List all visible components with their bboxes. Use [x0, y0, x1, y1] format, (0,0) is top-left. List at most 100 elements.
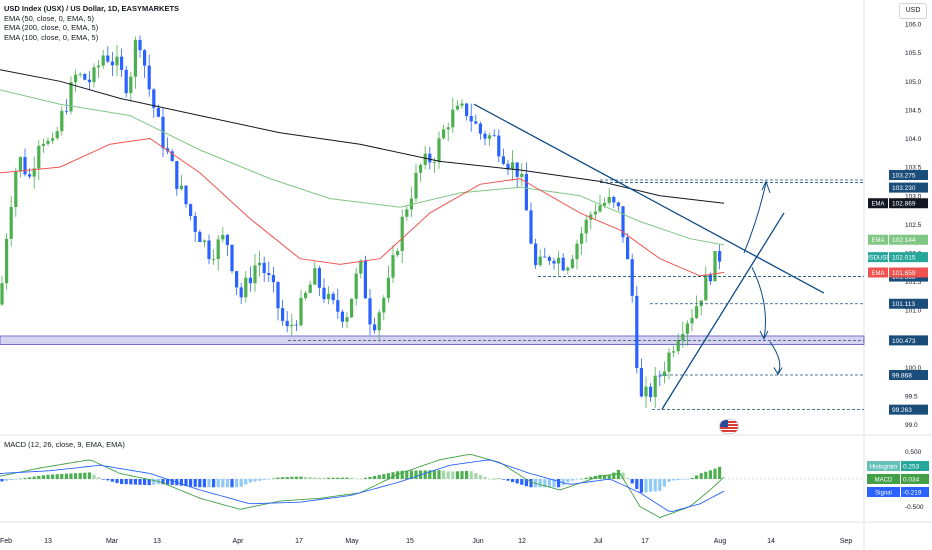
- arrow-up-head: [761, 180, 771, 194]
- macd-histogram-bar-72: [331, 477, 335, 479]
- price-level-3-value-text: 101.113: [892, 301, 915, 308]
- macd-histogram-bar-1: [5, 479, 9, 481]
- candle-139: [639, 358, 643, 398]
- ema-label-2-tag-text: USDUSD: [865, 256, 891, 262]
- macd-tick-label-0: 0.500: [905, 449, 922, 456]
- candle-body: [580, 233, 584, 244]
- macd-histogram-bar-68: [313, 477, 317, 479]
- chart-title: USD Index (USX) / US Dollar, 1D, EASYMAR…: [4, 4, 180, 13]
- macd-label-1-tag-text: MACD: [875, 477, 893, 483]
- candle-body: [285, 320, 289, 327]
- macd-histogram-bar-137: [630, 479, 634, 484]
- macd-histogram-bar-17: [78, 472, 82, 479]
- time-tick-label-8: Jun: [472, 538, 483, 545]
- macd-label-0-tag-text: Histogram: [870, 464, 897, 470]
- candle-body: [474, 121, 478, 124]
- candle-body: [373, 324, 377, 331]
- ema-50-legend[interactable]: EMA (50, close, 0, EMA, 5): [4, 13, 95, 23]
- macd-histogram-bar-39: [179, 479, 183, 486]
- price-tick-label-9: 101.5: [905, 279, 922, 286]
- candle-59: [271, 267, 275, 293]
- candle-body: [327, 293, 331, 300]
- macd-histogram-bar-32: [147, 479, 151, 486]
- ema-label-1-value-box: [889, 234, 928, 245]
- candle-40: [184, 185, 188, 208]
- macd-histogram-bar-88: [405, 470, 409, 479]
- macd-histogram-bar-148: [681, 479, 685, 480]
- macd-histogram-bar-57: [262, 479, 266, 480]
- price-tick-label-4: 104.0: [905, 136, 922, 143]
- candle-137: [630, 253, 634, 303]
- candle-5: [23, 148, 27, 177]
- macd-histogram-bar-54: [248, 479, 252, 483]
- candle-body: [428, 153, 432, 163]
- macd-label-1-tag-box: [867, 474, 900, 484]
- macd-histogram-bar-108: [497, 478, 501, 479]
- candle-88: [405, 204, 409, 221]
- currency-button[interactable]: USD: [899, 3, 927, 19]
- candle-35: [161, 107, 165, 158]
- candle-body: [166, 148, 170, 152]
- candle-body: [32, 168, 36, 177]
- ema-label-3-tag-text: EMA: [871, 271, 884, 277]
- macd-histogram-bar-150: [690, 477, 694, 479]
- time-tick-label-1: 13: [44, 538, 52, 545]
- candle-body: [538, 256, 542, 266]
- macd-histogram-bar-14: [64, 473, 68, 479]
- candle-61: [281, 299, 285, 326]
- candle-123: [566, 266, 570, 275]
- candle-body: [212, 258, 216, 260]
- macd-signal-line: [0, 459, 725, 512]
- candle-body: [460, 103, 464, 106]
- candle-body: [469, 116, 473, 122]
- candle-90: [414, 163, 418, 203]
- candle-body: [649, 386, 653, 398]
- macd-histogram-bar-102: [469, 471, 473, 479]
- candle-body: [547, 257, 551, 261]
- chart-legend: USD Index (USX) / US Dollar, 1D, EASYMAR…: [4, 4, 179, 42]
- candle-109: [501, 148, 505, 166]
- candle-body: [14, 171, 18, 207]
- candle-53: [244, 271, 248, 303]
- macd-histogram-bar-151: [695, 475, 699, 479]
- macd-histogram-bar-43: [198, 479, 202, 488]
- candle-body: [662, 371, 666, 377]
- macd-title[interactable]: MACD (12, 26, close, 9, EMA, EMA): [4, 440, 125, 449]
- us-flag-icon[interactable]: [719, 419, 739, 434]
- macd-histogram-bar-85: [391, 472, 395, 479]
- candle-body: [193, 215, 197, 232]
- candle-32: [147, 54, 151, 97]
- ema-100-legend[interactable]: EMA (100, close, 0, EMA, 5): [4, 32, 99, 42]
- candle-36: [166, 137, 170, 155]
- candle-body: [55, 131, 59, 139]
- time-tick-label-13: 14: [767, 538, 775, 545]
- candle-body: [575, 243, 579, 260]
- candle-body: [524, 173, 528, 211]
- candle-133: [612, 195, 616, 209]
- candle-body: [478, 123, 482, 134]
- macd-histogram-bar-96: [442, 470, 446, 479]
- macd-histogram-bar-140: [644, 479, 648, 493]
- candle-105: [483, 130, 487, 146]
- candle-body: [216, 239, 220, 259]
- ema-label-1-tag-box: [868, 234, 888, 245]
- candle-82: [377, 309, 381, 340]
- candle-body: [506, 163, 510, 170]
- macd-histogram-bar-16: [74, 473, 78, 479]
- candle-body: [704, 274, 708, 301]
- ema-200-legend[interactable]: EMA (200, close, 0, EMA, 5): [4, 23, 99, 32]
- candle-65: [299, 289, 303, 328]
- candle-117: [538, 249, 542, 267]
- candle-body: [152, 89, 156, 108]
- macd-histogram-bar-143: [658, 479, 662, 491]
- candle-body: [207, 240, 211, 260]
- arrow-down-path: [751, 267, 766, 339]
- candle-body: [497, 135, 501, 157]
- candle-29: [133, 36, 137, 89]
- macd-histogram-bar-123: [566, 479, 570, 483]
- candle-body: [262, 262, 266, 274]
- price-tick-label-12: 100.0: [905, 365, 922, 372]
- price-tick-label-7: 102.5: [905, 222, 922, 229]
- macd-histogram-bar-74: [340, 477, 344, 479]
